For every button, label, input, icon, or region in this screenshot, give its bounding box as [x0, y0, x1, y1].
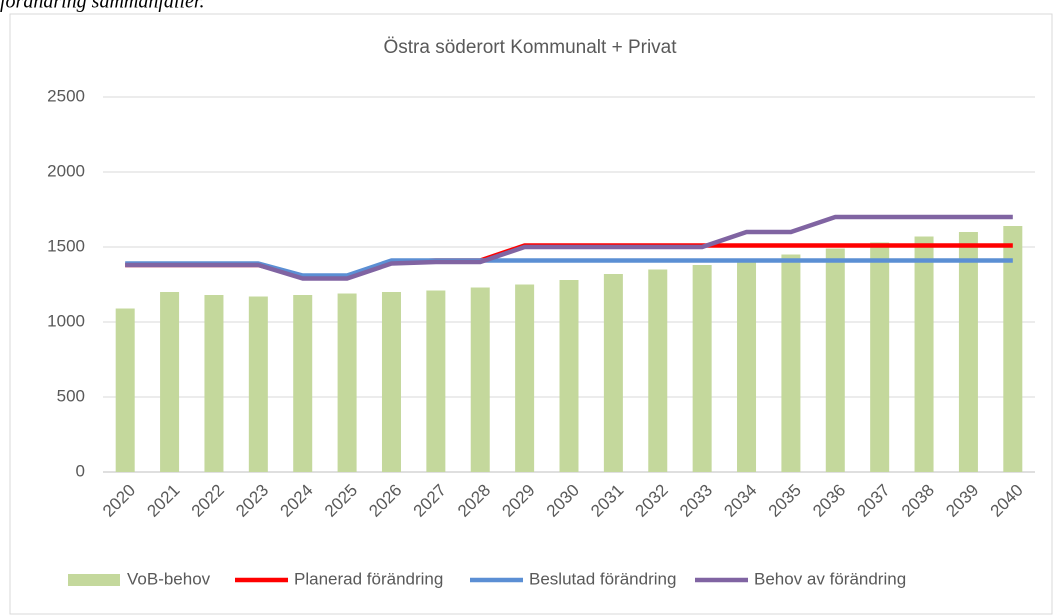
line-series — [125, 214, 1013, 281]
bar — [825, 248, 845, 472]
y-tick-label: 2000 — [47, 161, 85, 180]
bar — [781, 254, 801, 472]
bar — [559, 280, 579, 472]
bar — [337, 293, 357, 472]
bar — [914, 236, 934, 472]
bar — [515, 284, 535, 472]
bar — [1003, 226, 1023, 472]
legend-label: Behov av förändring — [754, 569, 906, 588]
bar — [648, 269, 668, 472]
bar — [870, 242, 890, 472]
bar — [160, 292, 180, 472]
chart-title: Östra söderort Kommunalt + Privat — [383, 37, 677, 58]
bar — [737, 259, 757, 472]
y-tick-label: 500 — [57, 386, 85, 405]
legend-swatch — [68, 574, 120, 586]
y-tick-label: 1500 — [47, 236, 85, 255]
y-tick-label: 2500 — [47, 86, 85, 105]
bar — [470, 287, 490, 472]
legend-label: VoB-behov — [127, 569, 211, 588]
bar — [381, 292, 401, 472]
bar — [692, 265, 712, 472]
bar — [958, 232, 978, 472]
y-tick-label: 1000 — [47, 311, 85, 330]
bar — [426, 290, 446, 472]
bar — [115, 308, 135, 472]
bar — [248, 296, 268, 472]
caption: förändring sammanfaller. — [0, 0, 204, 13]
legend-label: Planerad förändring — [294, 569, 443, 588]
bar — [603, 274, 623, 472]
bar — [293, 295, 313, 472]
y-tick-label: 0 — [76, 461, 85, 480]
bar — [204, 295, 224, 472]
legend-label: Beslutad förändring — [529, 569, 676, 588]
